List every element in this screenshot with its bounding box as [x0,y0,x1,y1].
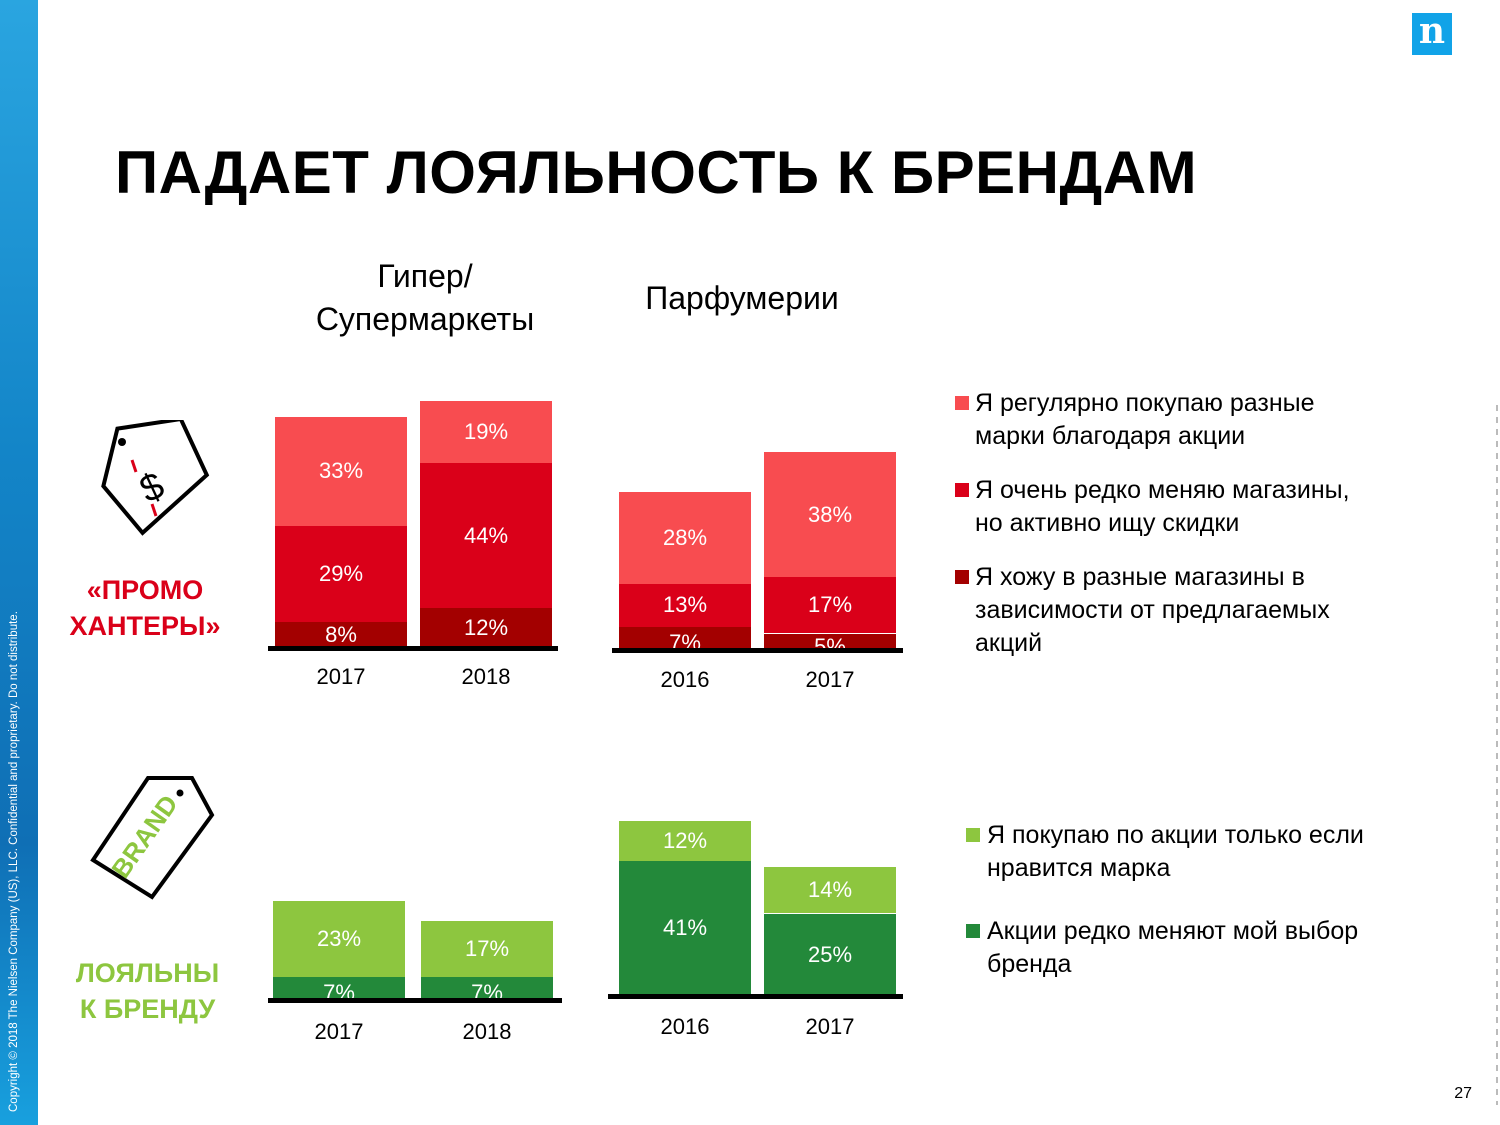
bar-segment: 28% [619,491,751,584]
legend-text: Я регулярно покупаю разные [975,389,1315,417]
bar-segment: 33% [275,417,407,526]
data-label: 17% [464,935,510,961]
legend-text: Акции редко меняют мой выбор [987,917,1359,945]
legend-text: нравится марка [987,854,1171,882]
bar-segment: 8% [275,621,407,648]
legend-text: Я очень редко меняю магазины, [975,476,1350,504]
x-tick-label: 2017 [314,1019,364,1044]
legend-text: Я хожу в разные магазины в [975,563,1305,591]
divider [1496,405,1498,1105]
bar-segment: 7% [421,976,553,1005]
legend-item: Я очень редко меняю магазины, но активно … [975,474,1350,540]
bar-segment: 14% [764,867,896,914]
legend-swatch [966,828,980,842]
bar-segment: 12% [420,608,552,648]
column-header-line: Гипер/ [377,258,473,294]
legend-item: Я регулярно покупаю разные марки благодар… [975,387,1315,453]
x-axis-line [608,994,903,999]
data-label: 23% [316,925,362,951]
copyright-text: Copyright © 2018 The Nielsen Company (US… [8,611,20,1112]
x-axis-line [268,998,562,1003]
data-label: 44% [463,522,509,548]
bar-segment: 17% [421,920,553,977]
x-axis-line [612,648,903,653]
price-tag-icon: $ [101,420,210,536]
bar-segment: 5% [764,633,896,659]
legend-swatch [955,570,969,584]
column-header-perfume: Парфумерии [645,280,839,316]
side-strip: Copyright © 2018 The Nielsen Company (US… [0,0,38,1125]
legend-text: марки благодаря акции [975,422,1246,450]
legend-text: акций [975,629,1043,657]
bar-segment: 44% [420,463,552,609]
legend-text: но активно ищу скидки [975,509,1240,537]
legend-item: Я хожу в разные магазины в зависимости от… [975,561,1330,660]
column-header-hyper: Гипер/ Супермаркеты [280,255,570,341]
bar-segment: 7% [273,976,405,1005]
legend-text: Я покупаю по акции только если [987,821,1364,849]
data-label: 8% [325,621,357,647]
bar-segment: 23% [273,901,405,977]
bar-segment: 25% [764,913,896,996]
legend-text: зависимости от предлагаемых [975,596,1330,624]
bar-segment: 12% [619,821,751,861]
data-label: 14% [807,877,853,903]
category-promo-hunters: «ПРОМО ХАНТЕРЫ» [55,572,235,644]
bar-segment: 19% [420,400,552,464]
category-line: К БРЕНДУ [79,994,216,1024]
bar-segment: 29% [275,525,407,622]
x-tick-label: 2017 [316,664,366,689]
data-label: 12% [662,827,708,853]
data-label: 19% [463,418,509,444]
legend-swatch [955,396,969,410]
page-title: ПАДАЕТ ЛОЯЛЬНОСТЬ К БРЕНДАМ [115,139,1198,206]
x-tick-label: 2016 [660,1014,710,1039]
x-tick-label: 2016 [660,667,710,692]
legend-swatch [966,924,980,938]
brand-tag-icon: BRAND [90,776,215,900]
x-tick-label: 2017 [805,1014,855,1039]
data-label: 28% [662,524,708,550]
x-tick-label: 2018 [462,1019,512,1044]
bar-segment: 41% [619,860,751,996]
x-axis-line [268,646,558,651]
data-label: 41% [662,915,708,941]
data-label: 38% [807,501,853,527]
data-label: 25% [807,941,853,967]
data-label: 17% [807,592,853,618]
data-label: 33% [318,458,364,484]
bar-segment: 13% [619,584,751,627]
category-line: ХАНТЕРЫ» [69,611,221,641]
category-line: ЛОЯЛЬНЫ [75,958,220,988]
category-loyal: ЛОЯЛЬНЫ К БРЕНДУ [55,955,240,1027]
data-label: 12% [463,615,509,641]
column-header-line: Супермаркеты [315,301,535,337]
data-label: 5% [814,633,846,659]
data-label: 29% [318,560,364,586]
nielsen-logo: n [1412,13,1452,55]
bar-segment: 38% [764,452,896,578]
data-label: 13% [662,592,708,618]
legend-text: бренда [987,950,1072,978]
x-tick-label: 2018 [461,664,511,689]
x-tick-label: 2017 [805,667,855,692]
legend-item: Акции редко меняют мой выбор бренда [987,915,1358,981]
bar-segment: 7% [619,626,751,655]
bar-segment: 17% [764,577,896,634]
legend-swatch [955,483,969,497]
page-number: 27 [1454,1085,1472,1102]
category-line: «ПРОМО [86,575,204,605]
legend-item: Я покупаю по акции только если нравится м… [987,819,1364,885]
